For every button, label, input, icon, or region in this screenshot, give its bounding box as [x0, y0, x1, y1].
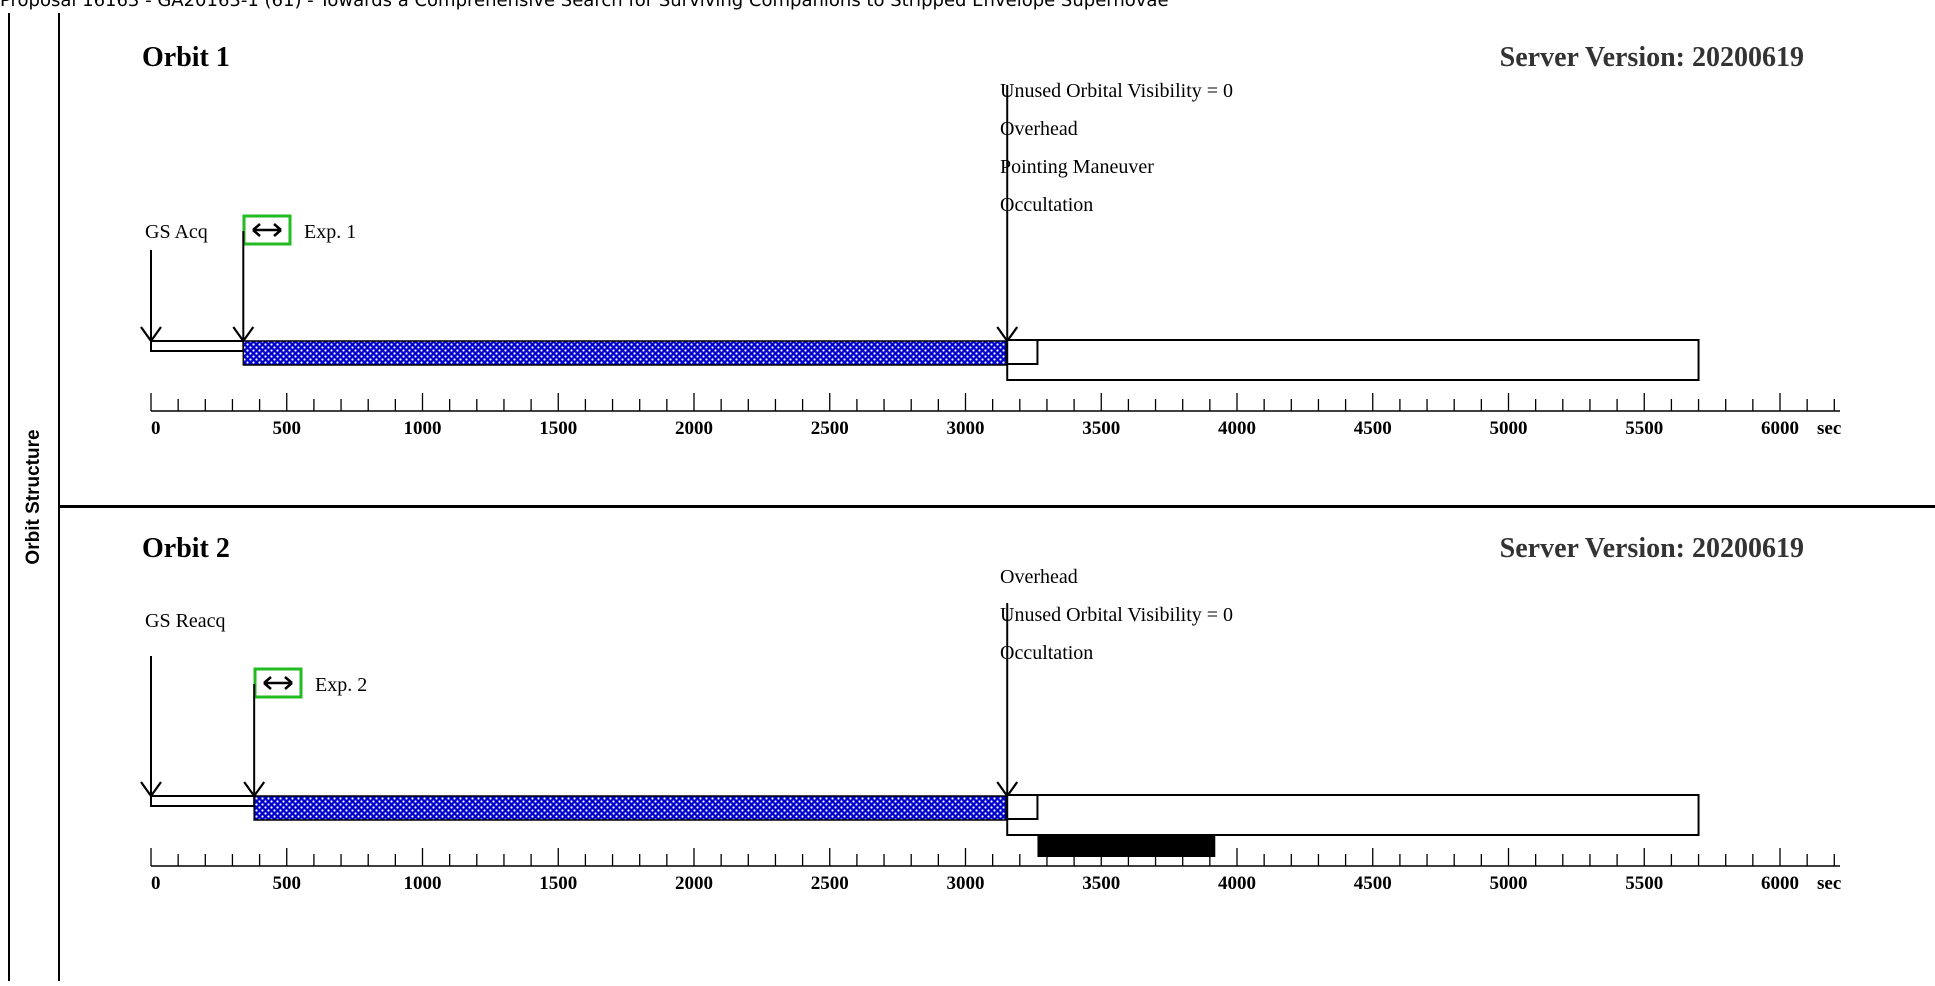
- orbit-1-timeline-svg: Orbit 1 Server Version: 20200619 Unused Or…: [140, 42, 1841, 439]
- event-label: Unused Orbital Visibility = 0: [1000, 604, 1233, 626]
- orbit-title: Orbit 2: [142, 533, 230, 564]
- axis-tick-label: 5000: [1490, 418, 1528, 439]
- axis-tick-label: 5000: [1490, 873, 1528, 894]
- event-label: Overhead: [1000, 566, 1078, 588]
- axis-tick-label: 4500: [1354, 873, 1392, 894]
- axis-tick-label: 1000: [404, 418, 442, 439]
- axis-tick-label: 500: [273, 418, 302, 439]
- exposure-label: Exp. 1: [304, 221, 356, 243]
- proposal-title: Proposal 16163 - GA20163-1 (61) - Toward…: [0, 0, 1169, 11]
- axis-tick-label: 2500: [811, 418, 849, 439]
- axis-unit-label: sec: [1817, 418, 1841, 439]
- axis-tick-label: 4000: [1218, 873, 1256, 894]
- guide-star-segment: [150, 340, 245, 352]
- axis-tick-label: 6000: [1761, 873, 1799, 894]
- axis-tick-label: 1500: [539, 873, 577, 894]
- axis-tick-label: 3000: [947, 873, 985, 894]
- axis-tick-label: 0: [151, 873, 161, 894]
- exposure-segment: [242, 340, 1007, 366]
- orbit-2-panel: Orbit 2 Server Version: 20200619 Overhead U…: [0, 506, 1935, 981]
- guide-star-label: GS Acq: [145, 221, 208, 243]
- occultation-segment: [1006, 339, 1700, 381]
- orbit-1-panel: Orbit 1 Server Version: 20200619 Unused Or…: [0, 13, 1935, 493]
- guide-star-segment: [150, 795, 256, 807]
- occultation-bar: [1037, 835, 1216, 857]
- axis-tick-label: 5500: [1625, 873, 1663, 894]
- double-arrow-icon: [263, 676, 293, 690]
- axis-tick-label: 0: [151, 418, 161, 439]
- orbit-title: Orbit 1: [142, 42, 230, 73]
- event-label: Pointing Maneuver: [1000, 156, 1154, 178]
- event-label: Unused Orbital Visibility = 0: [1000, 80, 1233, 102]
- axis-tick-label: 3500: [1082, 418, 1120, 439]
- event-label: Occultation: [1000, 194, 1093, 216]
- exposure-segment: [253, 795, 1007, 821]
- server-version: Server Version: 20200619: [1500, 42, 1804, 73]
- orbit-2-timeline-svg: Orbit 2 Server Version: 20200619 Overhead U…: [140, 533, 1841, 894]
- axis-tick-label: 2000: [675, 418, 713, 439]
- axis-tick-label: 3000: [947, 418, 985, 439]
- double-arrow-icon: [252, 223, 282, 237]
- axis-tick-label: 1500: [539, 418, 577, 439]
- axis-tick-label: 4500: [1354, 418, 1392, 439]
- overhead-segment: [1006, 794, 1039, 820]
- axis-tick-label: 4000: [1218, 418, 1256, 439]
- orbit-divider: [60, 505, 1935, 508]
- occultation-segment: [1006, 794, 1700, 836]
- axis-tick-label: 500: [273, 873, 302, 894]
- server-version: Server Version: 20200619: [1500, 533, 1804, 564]
- axis-tick-label: 3500: [1082, 873, 1120, 894]
- event-label: Occultation: [1000, 642, 1093, 664]
- row-label-column: Orbit Structure: [10, 13, 60, 981]
- exposure-label: Exp. 2: [315, 674, 367, 696]
- axis-tick-label: 6000: [1761, 418, 1799, 439]
- axis-tick-label: 5500: [1625, 418, 1663, 439]
- axis-tick-label: 2000: [675, 873, 713, 894]
- axis-tick-label: 1000: [404, 873, 442, 894]
- axis-unit-label: sec: [1817, 873, 1841, 894]
- guide-star-label: GS Reacq: [145, 610, 226, 632]
- orbit-structure-frame: Orbit Structure: [8, 13, 1935, 981]
- event-label: Overhead: [1000, 118, 1078, 140]
- axis-tick-label: 2500: [811, 873, 849, 894]
- overhead-segment: [1006, 339, 1039, 365]
